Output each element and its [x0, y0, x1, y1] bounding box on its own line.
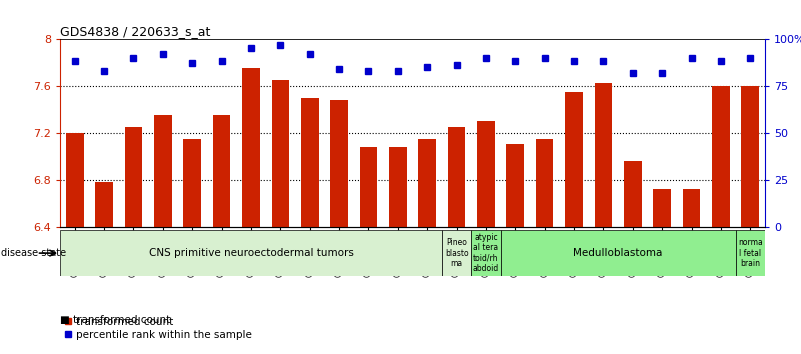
Bar [330, 100, 348, 227]
Bar [154, 115, 171, 227]
Text: disease state: disease state [1, 248, 66, 258]
Bar [501, 230, 735, 276]
Bar [301, 98, 319, 227]
Bar [654, 189, 671, 227]
Bar [95, 182, 113, 227]
Bar [477, 121, 495, 227]
Bar [389, 147, 407, 227]
Legend: transformed count, percentile rank within the sample: transformed count, percentile rank withi… [66, 317, 252, 340]
Bar [448, 127, 465, 227]
Text: Pineo
blasto
ma: Pineo blasto ma [445, 238, 469, 268]
Text: CNS primitive neuroectodermal tumors: CNS primitive neuroectodermal tumors [148, 248, 353, 258]
Bar [183, 139, 201, 227]
Bar [242, 68, 260, 227]
Bar [594, 84, 612, 227]
Text: ■ transformed count: ■ transformed count [60, 315, 171, 325]
Bar [624, 161, 642, 227]
Bar [442, 230, 471, 276]
Bar [712, 86, 730, 227]
Bar [566, 92, 583, 227]
Bar [125, 127, 143, 227]
Bar [742, 86, 759, 227]
Bar [60, 230, 442, 276]
Bar [213, 115, 231, 227]
Bar [536, 139, 553, 227]
Bar [471, 230, 501, 276]
Text: norma
l fetal
brain: norma l fetal brain [738, 238, 763, 268]
Bar [66, 133, 83, 227]
Bar [360, 147, 377, 227]
Bar [272, 80, 289, 227]
Text: atypic
al tera
toid/rh
abdoid: atypic al tera toid/rh abdoid [473, 233, 499, 273]
Bar [506, 144, 524, 227]
Text: GDS4838 / 220633_s_at: GDS4838 / 220633_s_at [60, 25, 211, 38]
Bar [682, 189, 700, 227]
Bar [735, 230, 765, 276]
Text: Medulloblastoma: Medulloblastoma [574, 248, 662, 258]
Bar [418, 139, 436, 227]
